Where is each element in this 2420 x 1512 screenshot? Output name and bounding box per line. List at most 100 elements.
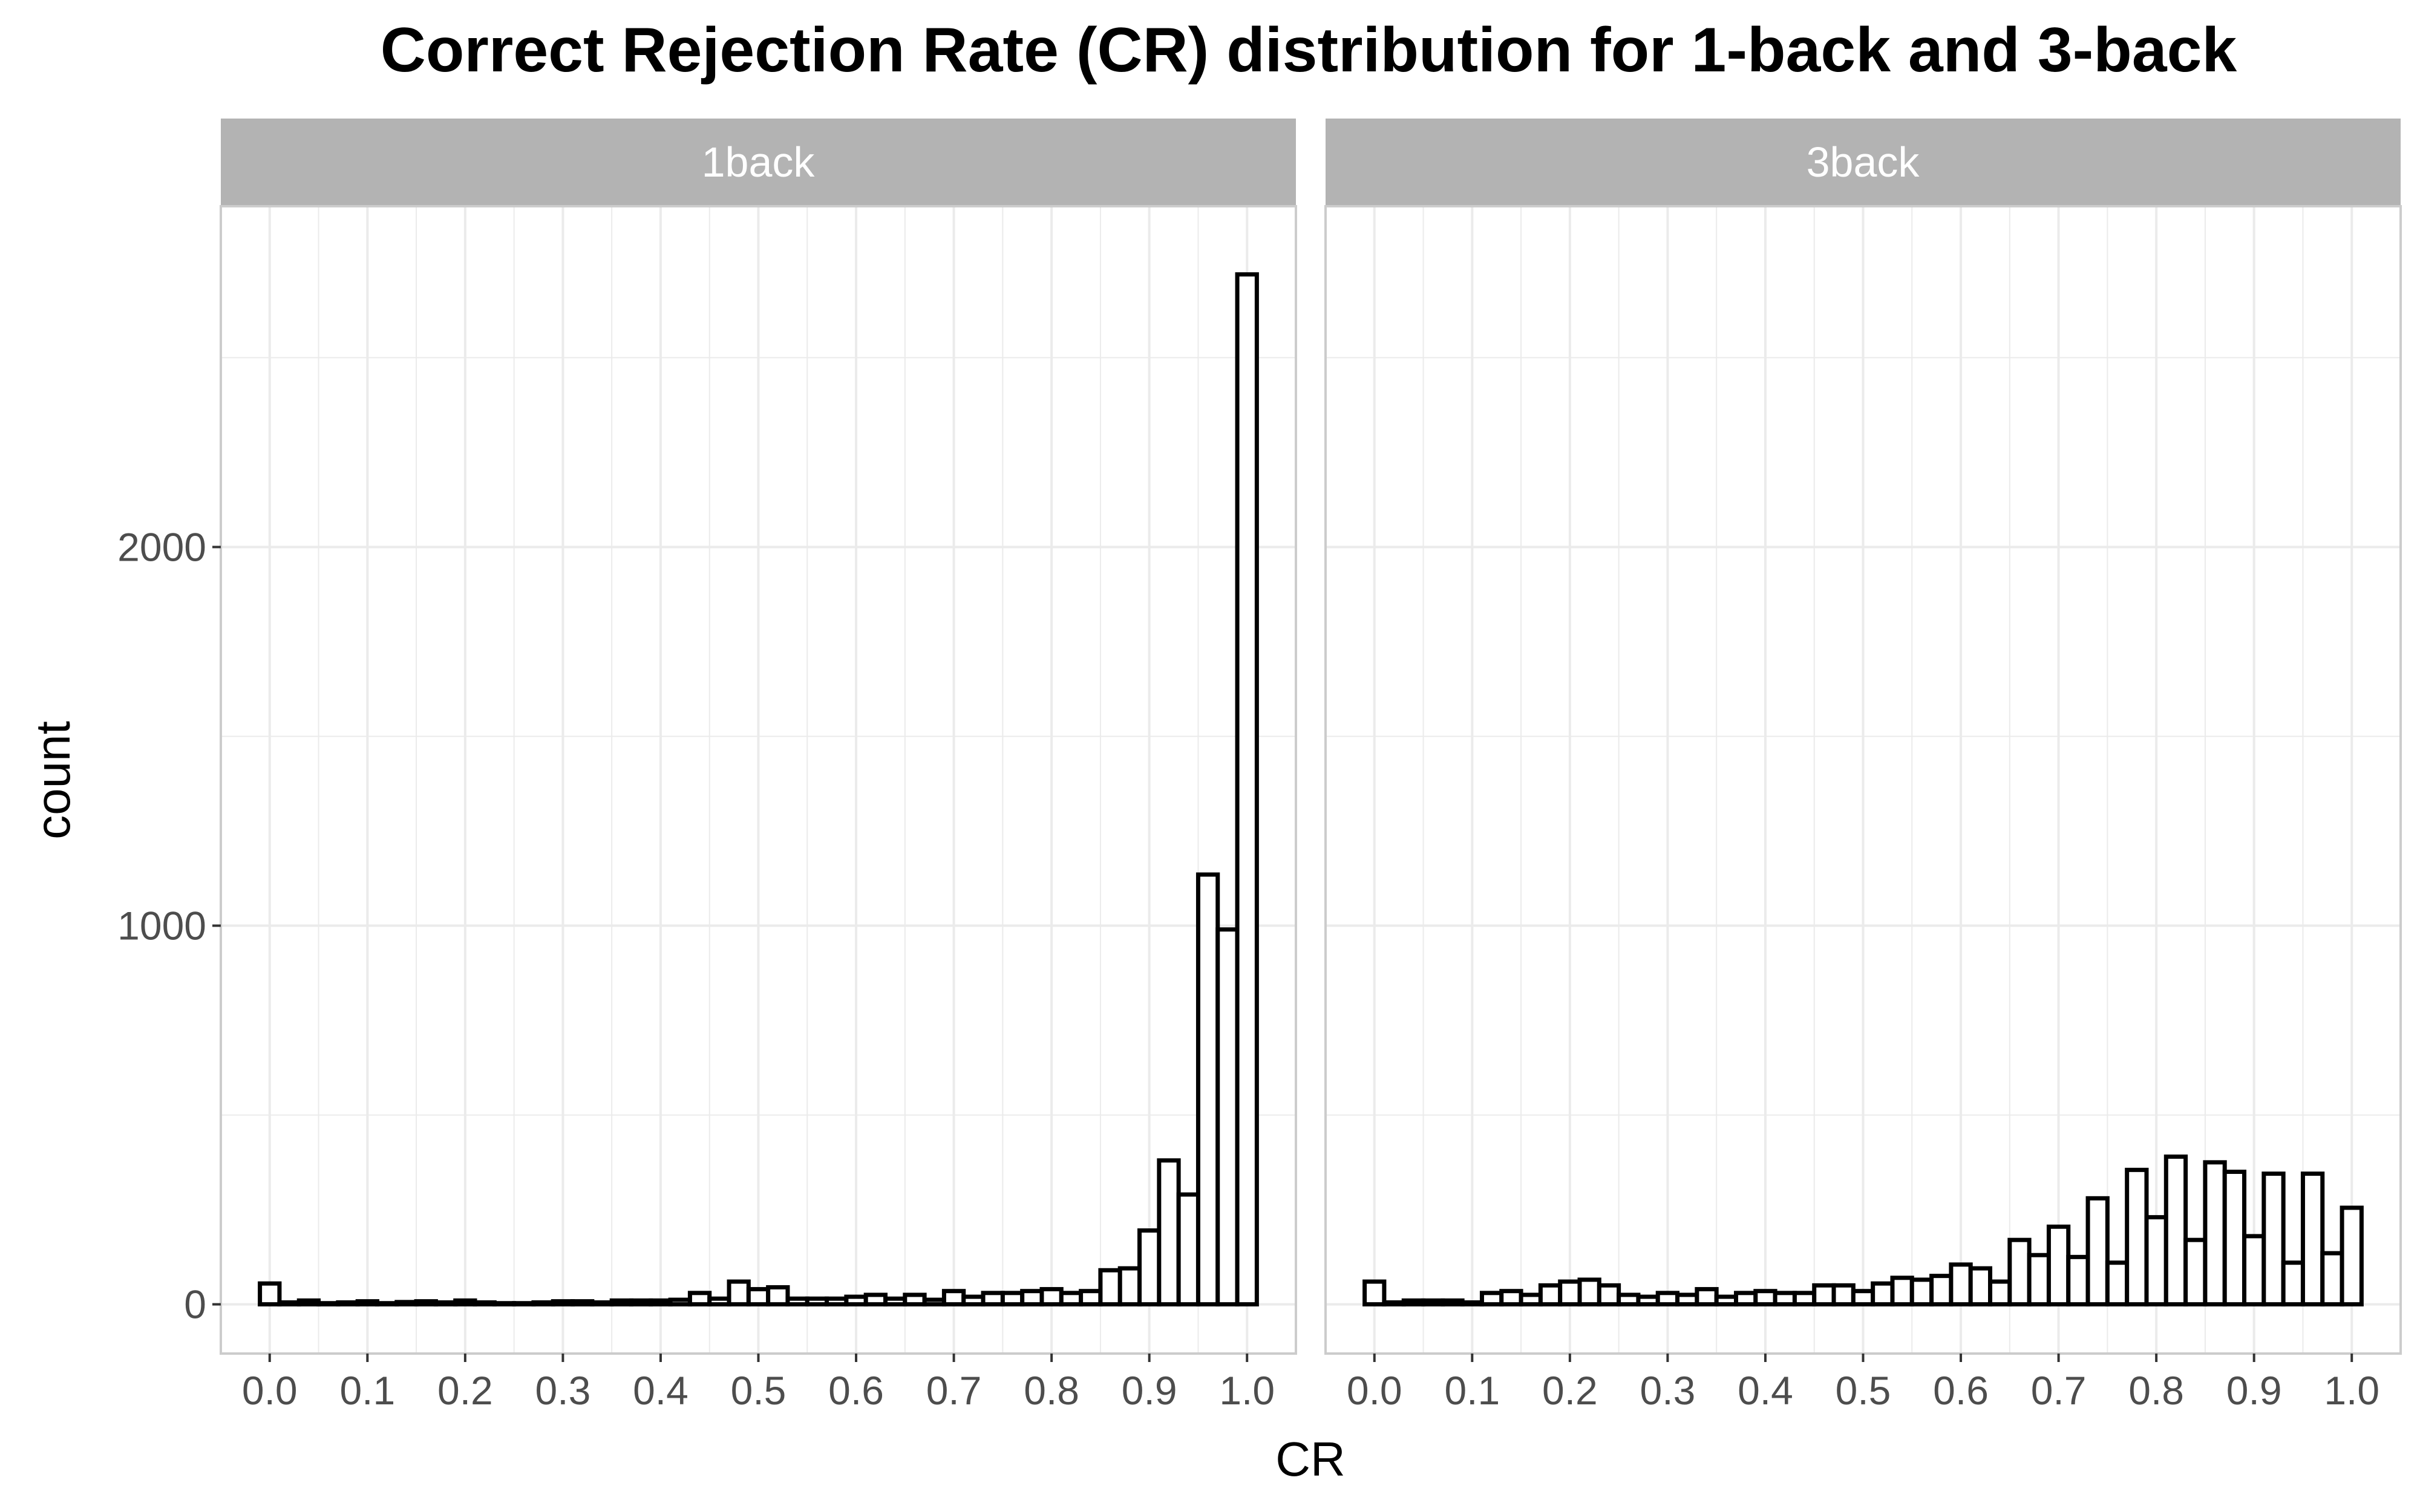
- histogram-bar: [2203, 1160, 2227, 1307]
- histogram-bar: [903, 1292, 927, 1307]
- histogram-bar: [374, 1301, 399, 1307]
- histogram-bar: [766, 1285, 790, 1307]
- histogram-bar: [1039, 1287, 1064, 1307]
- grid-3back: [1326, 206, 2401, 1354]
- x-tick-label: 0.7: [926, 1368, 982, 1413]
- x-axis-ticks-3back: 0.0 0.1 0.2 0.3 0.4 0.5 0.6 0.7 0.8 0.9 1.0: [1347, 1354, 2379, 1413]
- x-tick-label: 0.9: [2226, 1368, 2282, 1413]
- histogram-bar: [296, 1298, 321, 1307]
- x-tick-label: 0.3: [535, 1368, 591, 1413]
- histogram-bar: [316, 1301, 341, 1307]
- histogram-bar: [883, 1296, 908, 1307]
- histogram-bar: [1059, 1291, 1084, 1307]
- histogram-bar: [355, 1299, 379, 1307]
- x-tick-label: 0.0: [1347, 1368, 1402, 1413]
- x-axis-ticks-1back: 0.0 0.1 0.2 0.3 0.4 0.5 0.6 0.7 0.8 0.9 1.0: [242, 1354, 1275, 1413]
- histogram-bar: [1176, 1192, 1200, 1307]
- histogram-bar: [1871, 1281, 1895, 1307]
- histogram-bar: [1929, 1274, 1954, 1307]
- histogram-bar: [1519, 1292, 1543, 1307]
- histogram-bar: [473, 1300, 497, 1307]
- histogram-bar: [1988, 1279, 2012, 1307]
- histogram-bar: [727, 1279, 751, 1307]
- histogram-bar: [1117, 1266, 1142, 1307]
- histogram-bar: [453, 1298, 477, 1307]
- y-tick-label: 0: [184, 1282, 206, 1327]
- histogram-bar: [277, 1300, 301, 1307]
- bars-1back: [258, 272, 1259, 1307]
- histogram-bar: [1479, 1291, 1504, 1307]
- histogram-bar: [414, 1299, 438, 1307]
- histogram-bar: [2340, 1205, 2364, 1307]
- histogram-bar: [1157, 1158, 1181, 1307]
- y-axis-ticks: 0 1000 2000: [117, 524, 221, 1327]
- histogram-bar: [1636, 1294, 1660, 1307]
- x-tick-label: 0.7: [2031, 1368, 2087, 1413]
- histogram-bar: [2007, 1237, 2032, 1307]
- histogram-bar: [394, 1300, 419, 1307]
- histogram-bar: [785, 1296, 809, 1307]
- histogram-bar: [2320, 1251, 2344, 1307]
- x-tick-label: 1.0: [2324, 1368, 2379, 1413]
- x-tick-label: 0.9: [1122, 1368, 1177, 1413]
- histogram-bar: [668, 1297, 692, 1307]
- x-tick-label: 0.3: [1640, 1368, 1696, 1413]
- histogram-bar: [1020, 1289, 1044, 1307]
- histogram-bar: [1235, 272, 1259, 1307]
- histogram-bar: [2105, 1260, 2130, 1307]
- histogram-bar: [844, 1294, 868, 1307]
- y-axis-label: count: [26, 721, 80, 839]
- histogram-bar: [2183, 1237, 2208, 1307]
- x-tick-label: 0.2: [1542, 1368, 1598, 1413]
- histogram-bar: [492, 1301, 517, 1307]
- histogram-bar: [687, 1291, 712, 1307]
- histogram-bar: [1000, 1291, 1025, 1307]
- histogram-bar: [1949, 1262, 1973, 1307]
- x-tick-label: 0.4: [633, 1368, 688, 1413]
- histogram-bar: [2242, 1234, 2266, 1307]
- x-tick-label: 0.4: [1738, 1368, 1793, 1413]
- histogram-bar: [1382, 1300, 1406, 1307]
- histogram-bar: [1215, 927, 1240, 1307]
- histogram-bar: [336, 1300, 360, 1307]
- x-tick-label: 0.5: [731, 1368, 786, 1413]
- histogram-bar: [1655, 1291, 1680, 1307]
- histogram-bar: [1577, 1277, 1601, 1307]
- histogram-bar: [1421, 1298, 1445, 1307]
- x-tick-label: 0.1: [339, 1368, 395, 1413]
- y-tick-label: 1000: [117, 904, 206, 948]
- x-tick-label: 0.6: [828, 1368, 884, 1413]
- histogram-bar: [1098, 1268, 1122, 1307]
- x-tick-label: 1.0: [1219, 1368, 1275, 1413]
- histogram-bar: [2300, 1171, 2325, 1307]
- histogram-bar: [609, 1298, 633, 1307]
- histogram-bar: [531, 1300, 555, 1307]
- histogram-bar: [1195, 872, 1220, 1307]
- x-axis-label: CR: [1275, 1432, 1346, 1486]
- histogram-bar: [1617, 1292, 1641, 1307]
- bars-3back: [1362, 1154, 2364, 1307]
- histogram-bar: [1909, 1277, 1934, 1307]
- histogram-bar: [1851, 1289, 1876, 1307]
- histogram-bar: [707, 1296, 731, 1307]
- histogram-bar: [1499, 1289, 1523, 1307]
- panel-3back: 3back 0.0 0.1 0.2 0.3 0.4 0.5 0.6 0.7 0.8 0.9 1.0: [1324, 119, 2402, 1413]
- histogram-bar: [863, 1292, 888, 1307]
- histogram-bar: [2144, 1215, 2168, 1307]
- histogram-bar: [1441, 1298, 1465, 1307]
- histogram-bar: [1753, 1289, 1777, 1307]
- histogram-bar: [1968, 1266, 1993, 1307]
- histogram-bar: [1773, 1291, 1797, 1307]
- histogram-bar: [961, 1294, 986, 1307]
- chart-title: Correct Rejection Rate (CR) distribution…: [381, 15, 2237, 85]
- histogram-bar: [2027, 1253, 2051, 1307]
- y-tick-label: 2000: [117, 524, 206, 569]
- x-tick-label: 0.8: [2128, 1368, 2184, 1413]
- histogram-bar: [1362, 1279, 1387, 1307]
- strip-background-3back: [1326, 119, 2401, 206]
- histogram-bar: [2125, 1167, 2149, 1307]
- histogram-bar: [2222, 1169, 2247, 1307]
- x-tick-label: 0.6: [1933, 1368, 1989, 1413]
- histogram-bar: [2066, 1254, 2090, 1307]
